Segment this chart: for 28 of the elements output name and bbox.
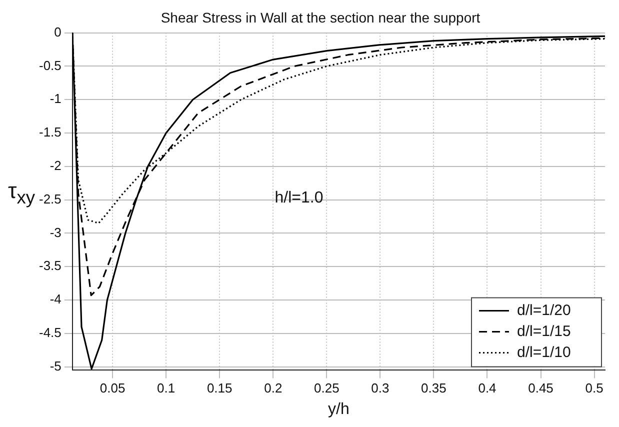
y-tick-label: -5 xyxy=(50,358,62,374)
chart-title: Shear Stress in Wall at the section near the support xyxy=(160,9,480,26)
x-axis-title: y/h xyxy=(328,400,350,418)
y-tick-label: -1.5 xyxy=(38,124,62,140)
y-tick-label: -4 xyxy=(50,292,62,307)
legend-label: d/l=1/20 xyxy=(517,302,571,319)
x-tick-label: 0.5 xyxy=(585,380,604,396)
annotation: h/l=1.0 xyxy=(274,190,324,207)
y-tick-label: -3.5 xyxy=(38,258,62,274)
y-axis-title: τ$_{xy}$ xyxy=(8,178,36,208)
x-tick-label: 0.05 xyxy=(100,380,126,396)
x-tick-label: 0.25 xyxy=(314,380,340,396)
legend-label: d/l=1/15 xyxy=(517,322,571,340)
y-tick-label: -4.5 xyxy=(38,325,62,340)
y-tick-label: -1 xyxy=(50,91,62,106)
y-tick-label: -2.5 xyxy=(38,191,62,206)
x-tick-label: 0.35 xyxy=(421,380,446,396)
x-tick-label: 0.2 xyxy=(264,380,282,396)
y-tick-label: -0.5 xyxy=(38,58,62,73)
y-tick-label: 0 xyxy=(54,24,62,40)
x-tick-label: 0.45 xyxy=(528,380,554,396)
y-tick-label: -2 xyxy=(50,158,62,173)
x-tick-label: 0.4 xyxy=(478,380,496,396)
x-tick-label: 0.3 xyxy=(371,380,390,396)
x-tick-label: 0.15 xyxy=(206,380,232,396)
y-tick-label: -3 xyxy=(50,224,62,240)
x-tick-label: 0.1 xyxy=(157,380,176,396)
legend-label: d/l=1/10 xyxy=(517,344,571,361)
